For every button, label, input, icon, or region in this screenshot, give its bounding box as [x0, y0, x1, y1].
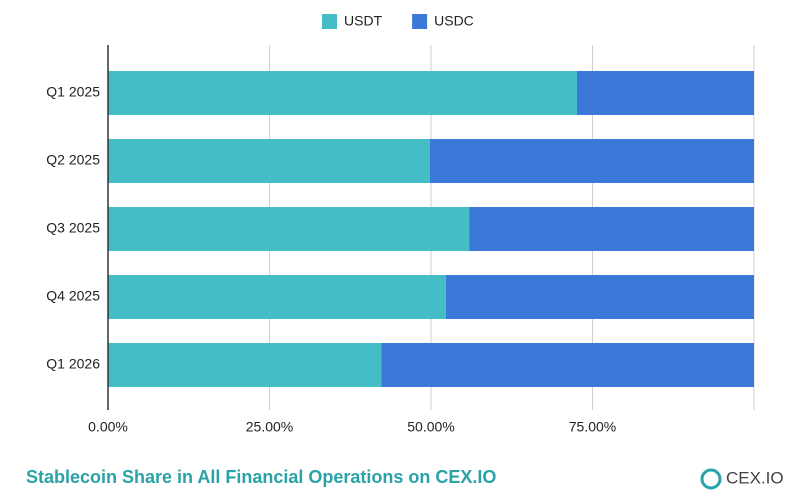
brand-logo: CEX.IO [700, 468, 784, 490]
legend-swatch [412, 14, 428, 29]
y-tick-label: Q4 2025 [46, 288, 100, 304]
legend-swatch [322, 14, 337, 29]
legend-label: USDC [434, 13, 474, 29]
x-tick-label: 25.00% [246, 419, 293, 435]
chart-title: Stablecoin Share in All Financial Operat… [26, 467, 496, 487]
bar-segment [108, 207, 470, 251]
bar-segment [445, 275, 754, 319]
bar-segment [108, 343, 382, 387]
x-tick-label: 75.00% [569, 419, 616, 435]
bar-segment [469, 207, 754, 251]
x-tick-label: 0.00% [88, 419, 128, 435]
bar-segment [576, 71, 754, 115]
bar-segment [108, 71, 577, 115]
x-tick-label: 50.00% [407, 419, 454, 435]
brand-text: CEX.IO [726, 468, 784, 487]
bar-segment [429, 139, 754, 183]
bar-segment [108, 275, 446, 319]
bar-segment [381, 343, 754, 387]
legend-label: USDT [344, 13, 383, 29]
logo-icon [700, 468, 722, 490]
y-tick-label: Q2 2025 [46, 152, 100, 168]
bar-segment [108, 139, 430, 183]
y-tick-label: Q1 2026 [46, 356, 100, 372]
y-tick-label: Q3 2025 [46, 220, 100, 236]
y-tick-label: Q1 2025 [46, 84, 100, 100]
